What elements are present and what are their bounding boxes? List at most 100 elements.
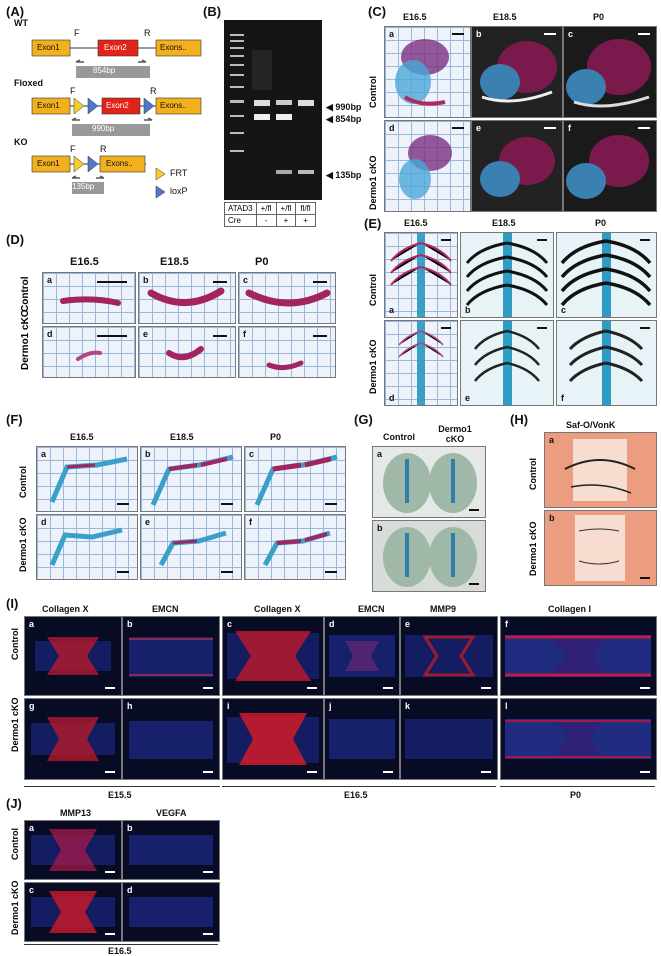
exons-wt: Exons.. (160, 43, 187, 52)
i-image-a: a (24, 616, 122, 696)
c-image-d: d (384, 120, 471, 212)
f-primer-wt: F (74, 28, 80, 38)
i-stage-line-2 (222, 786, 496, 787)
cell-c1: - (255, 214, 277, 227)
i-image-c: c (222, 616, 324, 696)
g-image-a: a (372, 446, 486, 518)
panel-j-label: (J) (6, 796, 22, 811)
panel-e-label: (E) (364, 216, 382, 231)
j-col-mmp13: MMP13 (60, 808, 92, 818)
c-col-e165: E16.5 (403, 12, 427, 22)
f-col-e185: E18.5 (170, 432, 194, 442)
f-col-e165: E16.5 (70, 432, 94, 442)
h-row-control: Control (528, 458, 538, 490)
f-primer-ko: F (70, 144, 76, 154)
f-row-cko: Dermo1 cKO (18, 517, 28, 572)
h-row-cko: Dermo1 cKO (528, 521, 538, 576)
i-stage-line-3 (500, 786, 655, 787)
floxed-label: Floxed (14, 78, 44, 88)
j-image-d: d (122, 882, 220, 942)
d-col-e165: E16.5 (70, 256, 99, 268)
c-row-control: Control (368, 76, 378, 108)
h-image-b: b (544, 510, 657, 586)
legend-frt: FRT (170, 168, 188, 178)
c-row-cko: Dermo1 cKO (368, 155, 378, 210)
panel-c-label: (C) (368, 4, 387, 19)
d-row-control: Control (20, 276, 31, 312)
d-row-cko: Dermo1 cKO (20, 309, 31, 370)
e-image-c: c (556, 232, 657, 318)
g-image-b: b (372, 520, 486, 592)
d-image-e: e (138, 326, 236, 378)
i-image-e: e (400, 616, 498, 696)
genotype-table: ATAD3 +/fl +/fl fl/fl Cre - + + (224, 202, 316, 227)
exons-floxed: Exons.. (160, 101, 187, 110)
e-image-a: a (384, 232, 458, 318)
panel-a-gene-diagram (31, 39, 202, 199)
c-image-a: a (384, 26, 471, 118)
i-col-mmp9: MMP9 (430, 604, 457, 614)
i-image-k: k (400, 698, 498, 780)
g-col-cko: Dermo1 cKO (438, 424, 472, 444)
j-image-b: b (122, 820, 220, 880)
cell-cre: Cre (224, 214, 257, 227)
i-stage-line-1 (24, 786, 220, 787)
f-col-p0: P0 (270, 432, 282, 442)
exon1-wt: Exon1 (37, 43, 60, 52)
i-image-i: i (222, 698, 324, 780)
j-stage-e165: E16.5 (108, 946, 132, 956)
panel-g-label: (G) (354, 412, 373, 427)
e-col-p0: P0 (595, 218, 607, 228)
d-image-d: d (42, 326, 136, 378)
r-primer-floxed: R (150, 86, 157, 96)
panel-a-label: (A) (6, 4, 25, 19)
i-stage-e155: E15.5 (108, 790, 132, 800)
h-title: Saf-O/VonK (566, 420, 616, 430)
i-image-j: j (324, 698, 400, 780)
band-854: ◀ 854bp (326, 114, 362, 124)
panel-i-label: (I) (6, 596, 19, 611)
exon2-wt: Exon2 (104, 43, 127, 52)
f-image-d: d (36, 514, 138, 580)
panel-d-label: (D) (6, 232, 25, 247)
legend-loxp: loxP (170, 186, 188, 196)
i-stage-p0: P0 (570, 790, 582, 800)
cell-g2: +/fl (275, 202, 297, 215)
d-image-c: c (238, 272, 336, 324)
cell-g3: fl/fl (295, 202, 316, 215)
f-image-f: f (244, 514, 346, 580)
i-col-collagen-x-1: Collagen X (42, 604, 89, 614)
f-image-e: e (140, 514, 242, 580)
gel-image (224, 20, 322, 200)
d-col-e185: E18.5 (160, 256, 189, 268)
wt-label: WT (14, 18, 28, 28)
g-col-control: Control (383, 432, 415, 442)
i-row-control: Control (10, 628, 20, 660)
i-col-collagen-i: Collagen I (548, 604, 592, 614)
e-image-b: b (460, 232, 554, 318)
c-image-c: c (563, 26, 657, 118)
e-col-e165: E16.5 (404, 218, 428, 228)
j-image-a: a (24, 820, 122, 880)
i-col-collagen-x-2: Collagen X (254, 604, 301, 614)
i-image-f: f (500, 616, 657, 696)
panel-f-label: (F) (6, 412, 23, 427)
panel-h-label: (H) (510, 412, 529, 427)
f-image-c: c (244, 446, 346, 512)
r-primer-ko: R (100, 144, 107, 154)
j-stage-line (24, 944, 218, 945)
panel-b-label: (B) (203, 4, 222, 19)
i-row-cko: Dermo1 cKO (10, 697, 20, 752)
c-image-b: b (471, 26, 563, 118)
e-row-control: Control (368, 274, 378, 306)
j-row-cko: Dermo1 cKO (10, 880, 20, 935)
exons-ko: Exons.. (106, 159, 133, 168)
bp135-label: 135bp (72, 182, 95, 191)
j-image-c: c (24, 882, 122, 942)
i-image-g: g (24, 698, 122, 780)
c-image-e: e (471, 120, 563, 212)
band-990: ◀ 990bp (326, 102, 362, 112)
bp990-label: 990bp (92, 124, 115, 133)
h-image-a: a (544, 432, 657, 508)
j-col-vegfa: VEGFA (156, 808, 187, 818)
